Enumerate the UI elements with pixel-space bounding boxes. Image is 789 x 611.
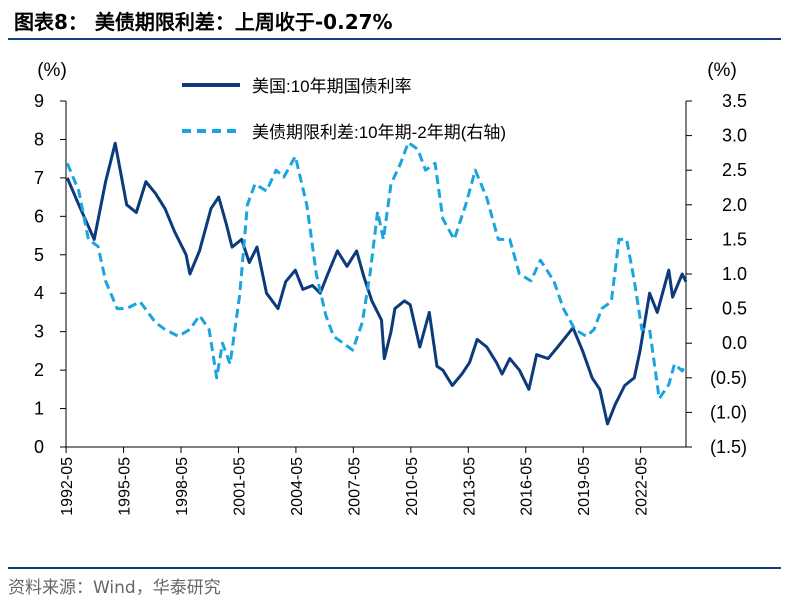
right-tick-label: 3.0 xyxy=(722,126,747,146)
chart-title: 图表8： 美债期限利差：上周收于-0.27% xyxy=(14,10,393,34)
line-chart: (%) (%) 0 1 2 3 4 5 6 7 8 9 (1.5) (1.0) (0.5) 0.0 0.5… xyxy=(34,60,747,516)
left-tick-label: 1 xyxy=(34,399,44,419)
right-axis-unit-label: (%) xyxy=(707,60,737,81)
legend-label-term-spread: 美债期限利差:10年期-2年期(右轴) xyxy=(252,123,506,142)
x-tick-label: 2001-05 xyxy=(231,457,248,516)
x-tick-label: 2016-05 xyxy=(519,457,536,516)
x-tick-label: 1998-05 xyxy=(174,457,191,516)
right-tick-label: 1.0 xyxy=(722,264,747,284)
right-tick-label: (1.5) xyxy=(710,437,747,457)
left-axis-unit-label: (%) xyxy=(37,60,67,81)
right-tick-label: 2.5 xyxy=(722,160,747,180)
x-tick-label: 1992-05 xyxy=(59,457,76,516)
right-tick-label: 2.0 xyxy=(722,195,747,215)
left-tick-label: 6 xyxy=(34,206,44,226)
series-line-10y-yield xyxy=(65,141,688,426)
chart-axes xyxy=(65,101,687,448)
x-tick-label: 1995-05 xyxy=(117,457,134,516)
x-tick-label: 2007-05 xyxy=(346,457,363,516)
left-tick-label: 0 xyxy=(34,437,44,457)
chart-legend: 美国:10年期国债利率 美债期限利差:10年期-2年期(右轴) xyxy=(182,77,506,142)
right-tick-label: 1.5 xyxy=(722,229,747,249)
left-tick-label: 9 xyxy=(34,91,44,111)
right-tick-label: 3.5 xyxy=(722,91,747,111)
right-tick-label: 0.0 xyxy=(722,333,747,353)
source-note: 资料来源：Wind，华泰研究 xyxy=(8,578,221,598)
right-tick-label: (1.0) xyxy=(710,402,747,422)
x-tick-label: 2019-05 xyxy=(576,457,593,516)
right-tick-label: 0.5 xyxy=(722,299,747,319)
x-tick-label: 2004-05 xyxy=(289,457,306,516)
legend-label-10y-yield: 美国:10年期国债利率 xyxy=(252,77,412,96)
left-tick-label: 3 xyxy=(34,322,44,342)
left-tick-label: 4 xyxy=(34,283,44,303)
x-tick-label: 2013-05 xyxy=(461,457,478,516)
series-line-term-spread xyxy=(65,141,688,401)
x-tick-label: 2010-05 xyxy=(404,457,421,516)
right-tick-label: (0.5) xyxy=(710,368,747,388)
series-lines xyxy=(65,141,688,426)
top-divider xyxy=(8,38,781,40)
bottom-divider xyxy=(8,567,781,569)
left-tick-label: 2 xyxy=(34,360,44,380)
left-axis-ticks: 0 1 2 3 4 5 6 7 8 9 xyxy=(34,91,66,457)
left-tick-label: 5 xyxy=(34,245,44,265)
left-tick-label: 7 xyxy=(34,168,44,188)
left-tick-label: 8 xyxy=(34,129,44,149)
right-axis-ticks: (1.5) (1.0) (0.5) 0.0 0.5 1.0 1.5 2.0 2.5 3.0 3.5 xyxy=(686,91,747,457)
x-tick-label: 2022-05 xyxy=(634,457,651,516)
x-axis-ticks: 1992-05 1995-05 1998-05 2001-05 2004-05 2007-… xyxy=(59,447,651,516)
